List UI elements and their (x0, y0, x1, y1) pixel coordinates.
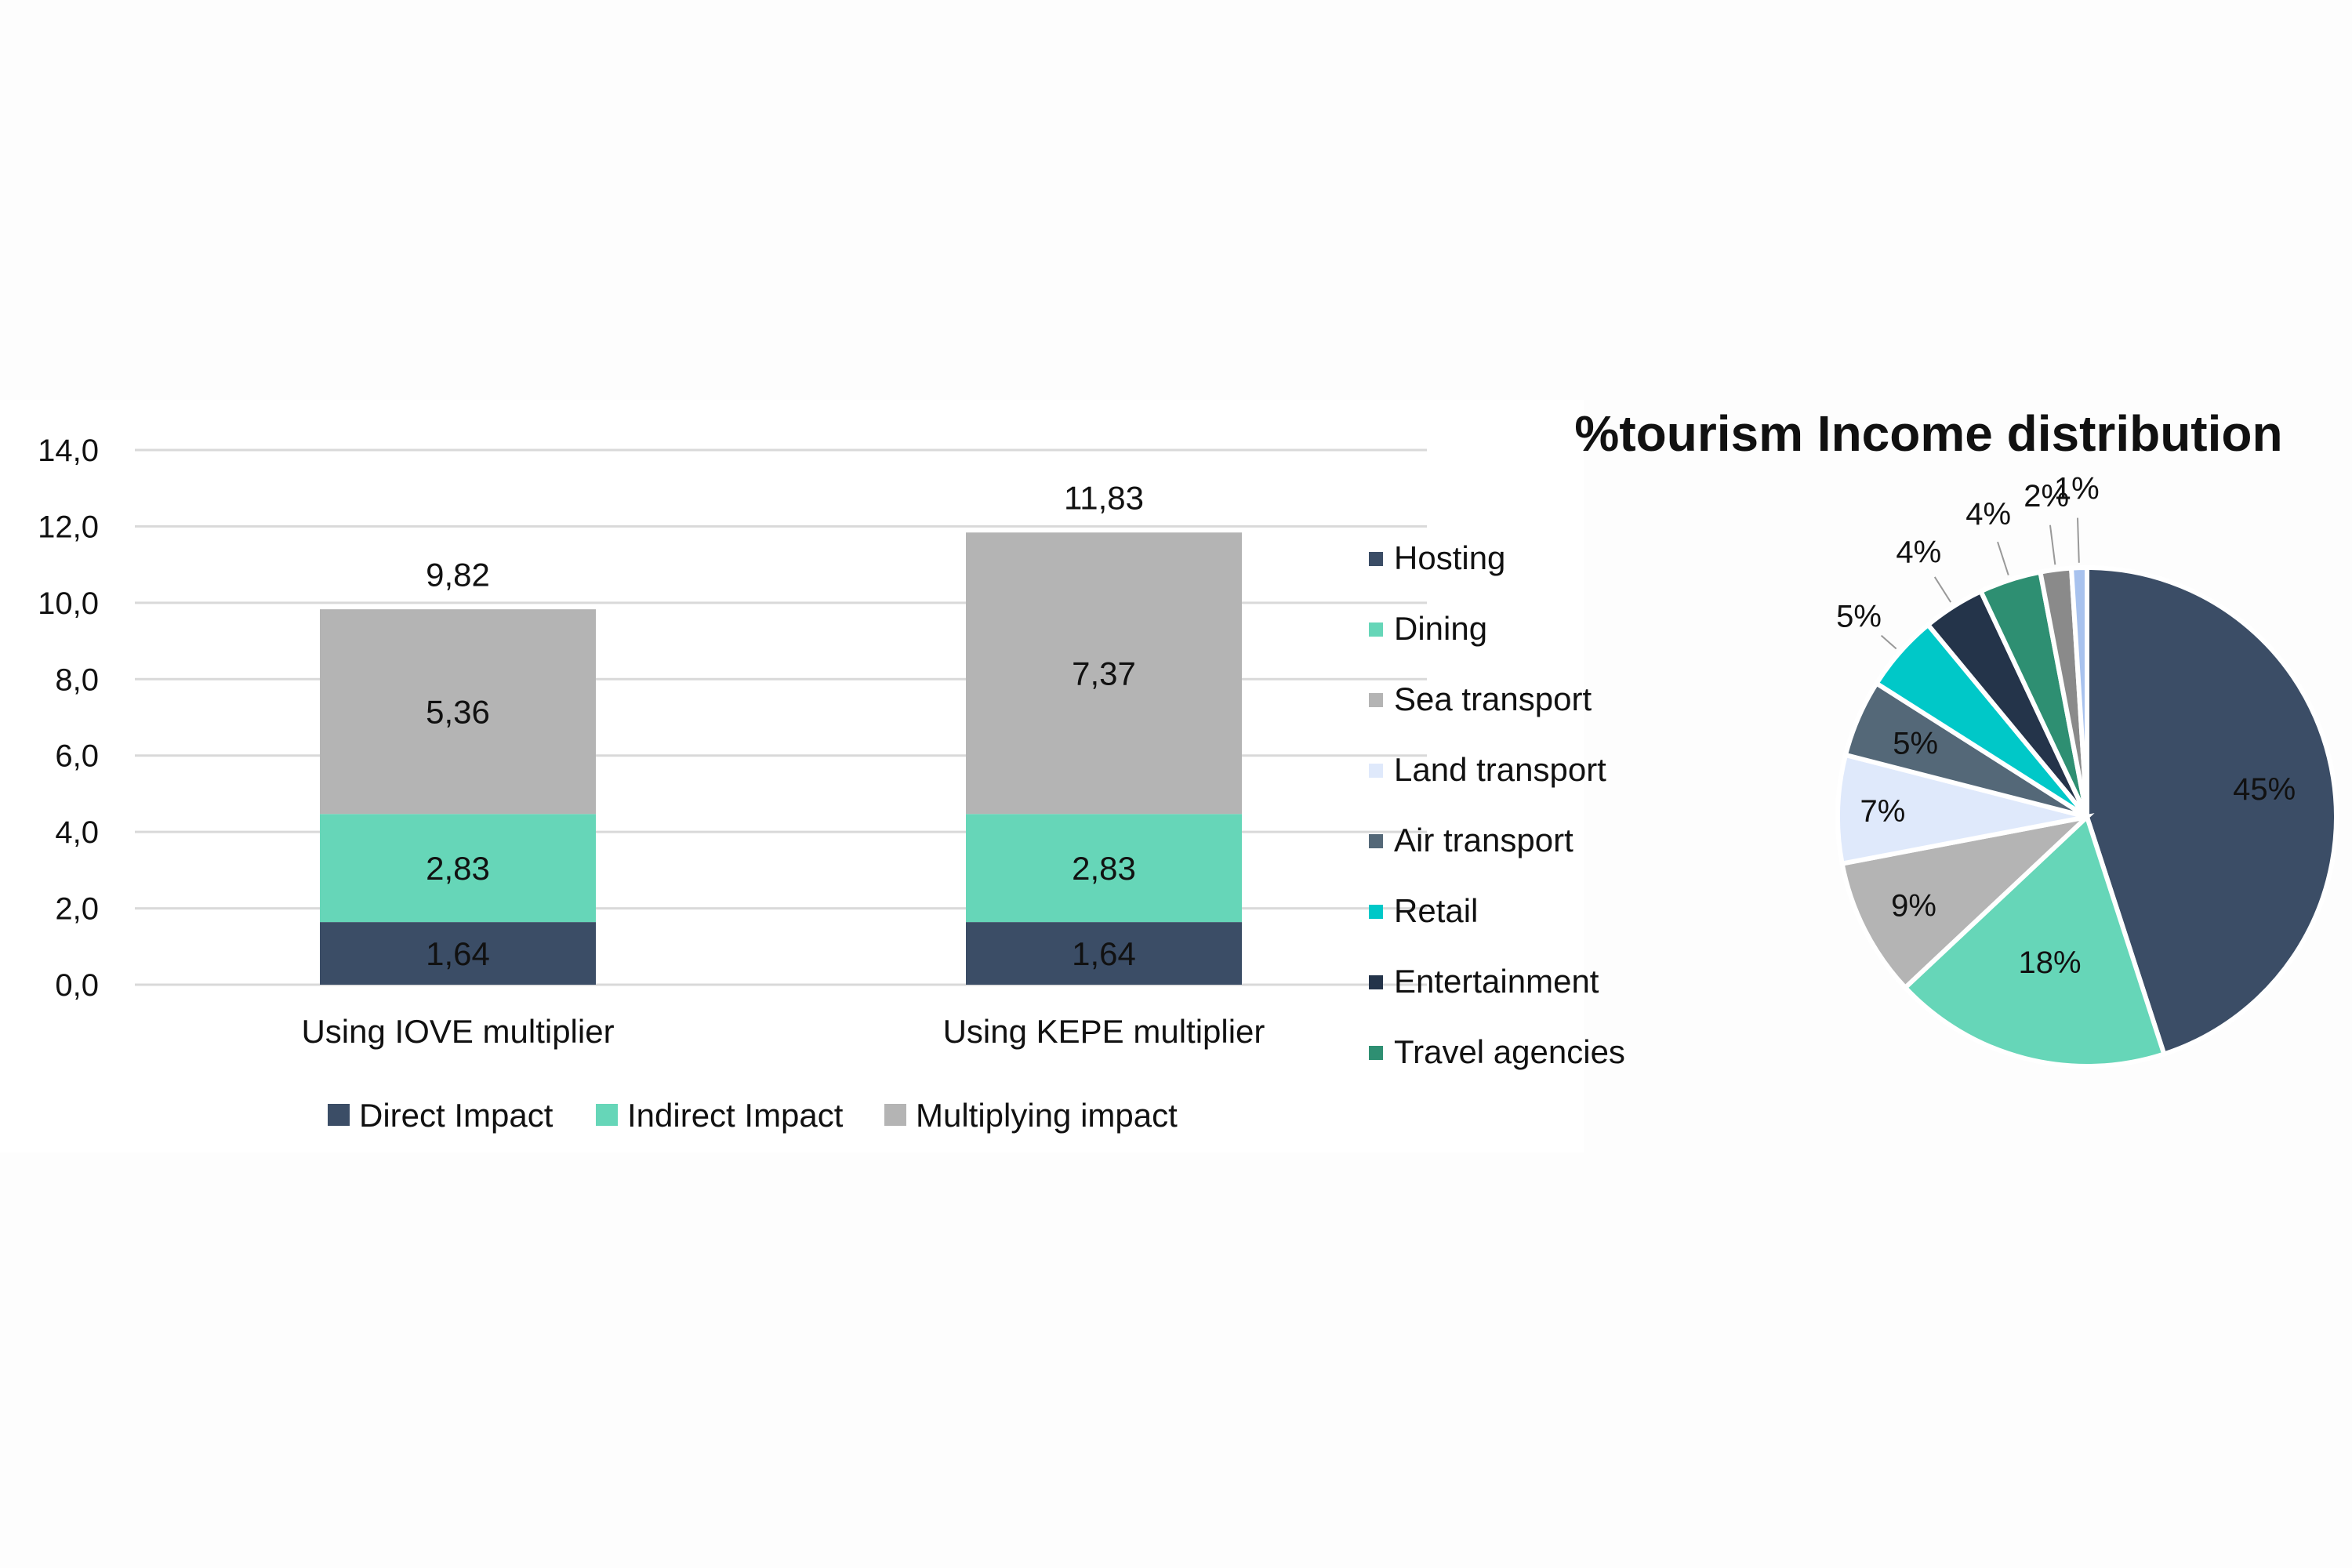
legend-swatch (1369, 834, 1383, 848)
legend-entry: Air transport (1394, 822, 1573, 858)
legend-swatch (1369, 552, 1383, 566)
bar-segment (320, 814, 596, 923)
bar-total-label: 9,82 (426, 557, 490, 593)
legend-entry: Sea transport (1394, 681, 1592, 717)
bar-data-label: 1,64 (426, 935, 490, 972)
legend-swatch (884, 1104, 906, 1126)
bar-segment (320, 922, 596, 985)
pie-legend: Hosting Dining Sea transport Land transport… (1369, 539, 1625, 1070)
pie-slice (2085, 564, 2339, 1058)
pie-slice (2068, 564, 2089, 818)
bar-data-label: 1,64 (1072, 935, 1136, 972)
legend-swatch (1369, 905, 1383, 919)
bar-segment (966, 922, 1242, 985)
legend-entry: Direct Impact (359, 1097, 554, 1134)
y-tick-label: 10,0 (38, 586, 99, 621)
x-category-label: Using KEPE multiplier (943, 1013, 1265, 1050)
legend-swatch (596, 1104, 618, 1126)
y-tick-label: 6,0 (55, 739, 99, 774)
legend-entry: Hosting (1394, 539, 1505, 576)
pie-leader-line (2049, 524, 2056, 565)
pie-leader-line (1997, 541, 2009, 575)
bar-segment (966, 814, 1242, 923)
pie-leader-line (1880, 634, 1897, 650)
y-tick-label: 8,0 (55, 662, 99, 697)
y-tick-label: 4,0 (55, 815, 99, 850)
legend-entry: Retail (1394, 892, 1478, 929)
y-tick-label: 0,0 (55, 968, 99, 1003)
pie-data-label: 5% (1893, 726, 1938, 760)
bar-segment (966, 532, 1242, 815)
pie-data-label: 1% (2054, 471, 2100, 506)
bar-chart-area (0, 400, 1584, 1152)
pie-chart: 45% 18% 9% 7% 5% 5% 4% 4% 2%1% (1835, 471, 2339, 1069)
bar-data-label: 7,37 (1072, 655, 1136, 692)
legend-entry: Entertainment (1394, 963, 1599, 1000)
pie-leader-line (1933, 576, 1952, 603)
legend-entry: Dining (1394, 610, 1487, 647)
legend-swatch (1369, 764, 1383, 778)
pie-data-label: 5% (1836, 599, 1882, 633)
y-tick-label: 2,0 (55, 892, 99, 927)
legend-swatch (1369, 975, 1383, 989)
pie-data-label: 45% (2233, 772, 2296, 807)
pie-data-label: 9% (1891, 889, 1936, 924)
legend-entry: Indirect Impact (627, 1097, 844, 1134)
bar-data-label: 2,83 (426, 850, 490, 887)
pie-slice (1839, 813, 2095, 991)
legend-entry: Multiplying impact (916, 1097, 1178, 1134)
legend-swatch (1369, 1046, 1383, 1060)
y-tick-label: 12,0 (38, 510, 99, 544)
legend-swatch (1369, 693, 1383, 707)
pie-slice (1901, 812, 2168, 1069)
bar-segment (320, 609, 596, 815)
legend-swatch (1369, 622, 1383, 637)
legend-swatch (328, 1104, 350, 1126)
pie-data-label: 4% (1965, 497, 2011, 532)
x-category-label: Using IOVE multiplier (301, 1013, 614, 1050)
legend-entry: Travel agencies (1394, 1033, 1625, 1070)
bar-data-label: 5,36 (426, 694, 490, 731)
pie-data-label: 18% (2019, 946, 2082, 980)
bar-data-label: 2,83 (1072, 850, 1136, 887)
y-tick-label: 14,0 (38, 434, 99, 468)
pie-data-label: 7% (1860, 794, 1905, 829)
legend-entry: Land transport (1394, 751, 1606, 788)
stacked-bar-chart: 0,0 2,0 4,0 6,0 8,0 10,0 12,0 14,0 1,64 2,83 5,36 9… (38, 434, 1427, 1134)
pie-chart-title: %tourism Income distribution (1574, 405, 2282, 462)
pie-data-label: 2% (2024, 479, 2069, 514)
bar-total-label: 11,83 (1064, 480, 1144, 517)
pie-slice (1835, 752, 2088, 867)
pie-leader-line (2077, 517, 2080, 563)
pie-data-label: 4% (1896, 535, 1941, 570)
